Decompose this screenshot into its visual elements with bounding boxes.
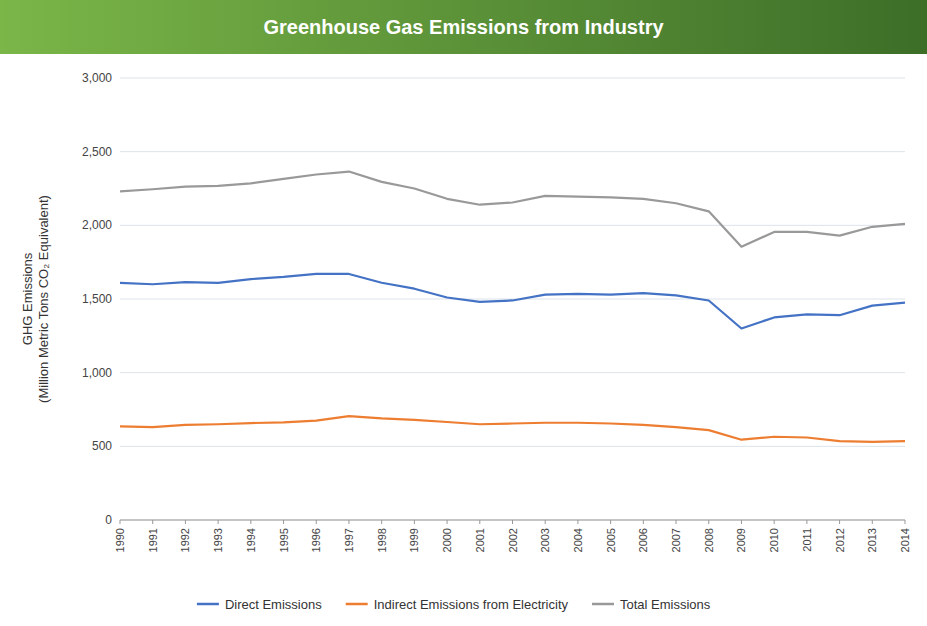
x-tick-label: 2000 [441, 528, 453, 552]
x-tick [447, 520, 448, 524]
chart-svg: Greenhouse Gas Emissions from Industry 0 5… [0, 0, 927, 626]
grid-line [120, 372, 905, 373]
y-axis-label: GHG Emissions(Million Metric Tons CO₂ Eq… [20, 195, 51, 403]
x-tick-label: 2014 [899, 528, 911, 552]
grid-line [120, 151, 905, 152]
x-tick [872, 520, 873, 524]
x-tick [545, 520, 546, 524]
x-tick [905, 520, 906, 524]
series-line [120, 416, 905, 442]
x-tick [316, 520, 317, 524]
y-tick-label: 1,500 [82, 292, 112, 306]
title-bar [0, 0, 927, 54]
x-tick-label: 2013 [866, 528, 878, 552]
x-tick [774, 520, 775, 524]
y-tick-label: 3,000 [82, 71, 112, 85]
x-tick [479, 520, 480, 524]
x-tick-label: 1994 [245, 528, 257, 552]
x-tick [839, 520, 840, 524]
y-axis-label-line: GHG Emissions [20, 252, 35, 345]
title: Greenhouse Gas Emissions from Industry [263, 16, 664, 38]
x-tick [185, 520, 186, 524]
x-tick [610, 520, 611, 524]
x-tick [348, 520, 349, 524]
x-tick-label: 2006 [637, 528, 649, 552]
y-tick-label: 2,000 [82, 218, 112, 232]
legend-label: Indirect Emissions from Electricity [374, 597, 569, 612]
x-tick-label: 2001 [474, 528, 486, 552]
x-tick-label: 1996 [310, 528, 322, 552]
series-group [120, 172, 905, 442]
y-tick-label: 2,500 [82, 145, 112, 159]
x-tick [806, 520, 807, 524]
x-tick-label: 2010 [768, 528, 780, 552]
x-tick-label: 2011 [801, 528, 813, 552]
x-tick-label: 2009 [735, 528, 747, 552]
grid-line [120, 225, 905, 226]
x-tick [643, 520, 644, 524]
x-tick [577, 520, 578, 524]
series-line [120, 172, 905, 247]
x-tick [708, 520, 709, 524]
x-tick [512, 520, 513, 524]
y-axis: 0 500 1,000 1,500 2,000 2,500 3,000 [82, 71, 905, 527]
x-tick-label: 1999 [408, 528, 420, 552]
grid-line [120, 78, 905, 79]
legend-swatch [592, 603, 614, 606]
x-tick-label: 2005 [605, 528, 617, 552]
x-tick-label: 2008 [703, 528, 715, 552]
series-line [120, 274, 905, 329]
x-tick-label: 1997 [343, 528, 355, 552]
x-tick-label: 2002 [507, 528, 519, 552]
x-tick [152, 520, 153, 524]
x-tick-label: 1992 [179, 528, 191, 552]
x-tick [741, 520, 742, 524]
x-tick [414, 520, 415, 524]
x-tick-label: 1998 [376, 528, 388, 552]
y-axis-label-line: (Million Metric Tons CO₂ Equivalent) [36, 195, 51, 403]
x-tick-label: 2007 [670, 528, 682, 552]
y-tick-label: 500 [92, 439, 112, 453]
x-tick-label: 2004 [572, 528, 584, 552]
x-tick [120, 520, 121, 524]
x-tick [218, 520, 219, 524]
y-tick-label: 0 [105, 513, 112, 527]
grid-line [120, 446, 905, 447]
grid-line [120, 299, 905, 300]
legend-label: Direct Emissions [225, 597, 322, 612]
legend-label: Total Emissions [620, 597, 711, 612]
legend-swatch [197, 603, 219, 606]
x-tick [381, 520, 382, 524]
x-tick-label: 1995 [278, 528, 290, 552]
legend: Direct Emissions Indirect Emissions from … [197, 597, 711, 612]
x-tick-label: 2012 [834, 528, 846, 552]
x-tick-label: 1993 [212, 528, 224, 552]
x-tick [676, 520, 677, 524]
x-tick [250, 520, 251, 524]
x-tick-label: 2003 [539, 528, 551, 552]
x-axis: 1990 1991 1992 1993 1994 1995 1996 1997 1998 1999… [114, 520, 911, 552]
x-tick-label: 1991 [147, 528, 159, 552]
y-tick-label: 1,000 [82, 366, 112, 380]
x-tick [283, 520, 284, 524]
legend-swatch [346, 603, 368, 606]
x-tick-label: 1990 [114, 528, 126, 552]
